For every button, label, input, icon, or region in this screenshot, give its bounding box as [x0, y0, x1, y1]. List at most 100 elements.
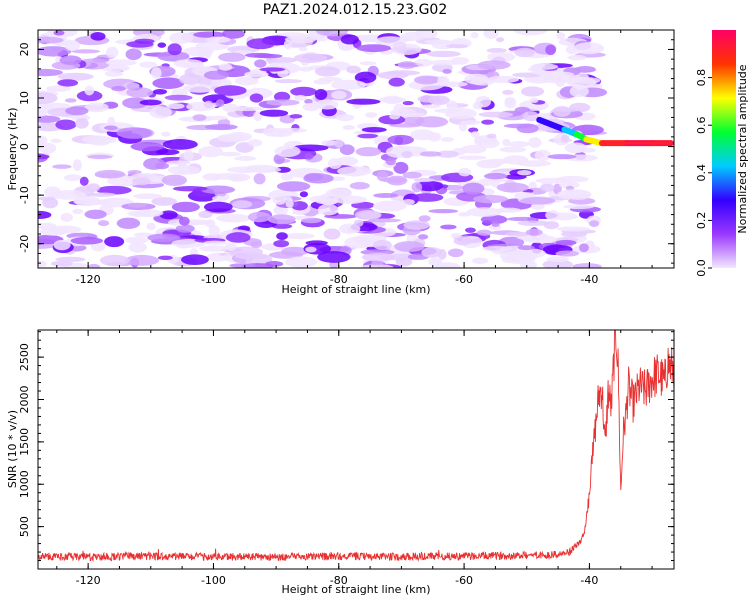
spectrogram-cell	[305, 246, 317, 253]
spectrogram-cell	[166, 103, 185, 110]
spectrogram-cell	[244, 71, 269, 78]
spectrogram-cell	[522, 111, 539, 122]
spectrogram-cell	[94, 169, 126, 179]
spectrogram-cell	[426, 50, 461, 58]
x-tick-label: -40	[580, 273, 598, 286]
spectrogram-cell	[51, 189, 87, 200]
spectrogram-cell	[546, 256, 570, 262]
spectrogram-cell	[273, 240, 290, 248]
spectrogram-cell	[371, 260, 384, 266]
spectrogram-cell	[589, 220, 600, 227]
spectrogram-cell	[403, 220, 430, 230]
spectrogram-cell	[267, 214, 296, 225]
spectrogram-cell	[446, 100, 458, 111]
spectrogram-cell	[203, 201, 233, 213]
spectrogram-cell	[276, 232, 288, 241]
spectrogram-cell	[298, 46, 308, 52]
spectrogram-cell	[222, 103, 239, 113]
spectrogram-cell	[38, 36, 64, 44]
spectrogram-cell	[556, 226, 590, 232]
snr-x-label: Height of straight line (km)	[281, 583, 430, 596]
spectrogram-cell	[246, 38, 275, 50]
spectrogram-cell	[560, 134, 570, 143]
spectrogram-cell	[105, 59, 137, 66]
spectrogram-cell	[301, 217, 322, 224]
spectrogram-cell	[53, 30, 65, 36]
spectrogram-cell	[386, 175, 408, 186]
spectrogram-cell	[104, 70, 124, 77]
spectrogram-cell	[133, 232, 154, 238]
spectrogram-cell	[402, 100, 414, 106]
spectrogram-cell	[513, 30, 548, 36]
spectrogram-cell	[38, 210, 52, 219]
spectrogram-cell	[273, 91, 291, 102]
spectrogram-cell	[578, 243, 589, 253]
spectrogram-cell	[421, 104, 441, 109]
spectrogram-cell	[466, 207, 502, 217]
spectrogram-cell	[125, 48, 142, 61]
spectrogram-cell	[415, 180, 444, 192]
spectrogram-cell	[415, 116, 449, 128]
spectrogram-cell	[38, 115, 61, 123]
spectrogram-cell	[38, 92, 58, 105]
spectrogram-cell	[64, 174, 82, 182]
spectrogram-cell	[146, 222, 156, 231]
spectrogram-cell	[400, 32, 425, 42]
spectrogram-cell	[445, 44, 469, 49]
y-tick-label: -10	[18, 186, 31, 204]
spectrogram-cell	[98, 220, 110, 227]
spectrogram-cell	[303, 173, 334, 184]
spectrogram-cell	[540, 183, 555, 192]
spectrogram-cell	[368, 218, 402, 223]
spectrogram-cell	[372, 239, 392, 250]
spectrogram-cell	[440, 224, 457, 230]
spectrogram-cell	[52, 164, 72, 169]
spectrogram-cell	[556, 32, 566, 40]
snr-series	[38, 330, 674, 562]
x-tick-label: -80	[330, 273, 348, 286]
spectrogram-cell	[182, 46, 214, 57]
spectrogram-cell	[219, 151, 242, 157]
spectrogram-cell	[476, 229, 492, 236]
spectrogram-cell	[553, 183, 562, 195]
spectrogram-cell	[499, 146, 527, 153]
spectrogram-cell	[64, 40, 80, 51]
spectrogram-cell	[84, 102, 109, 113]
spectrogram-y-label: Frequency (Hz)	[6, 108, 19, 191]
snr-frame	[37, 329, 675, 570]
spectrogram-cell	[53, 239, 71, 251]
spectrogram-cell	[38, 46, 72, 57]
spectrogram-panel: -120 -100 -80 -60 -40 20 10 0 -10 -20 Height of …	[6, 29, 675, 296]
spectrogram-cell	[535, 177, 570, 184]
spectrogram-cell	[401, 151, 413, 159]
spectrogram-cell	[247, 211, 271, 223]
spectrogram-cell	[86, 183, 101, 192]
spectrogram-cell	[215, 99, 225, 107]
spectrogram-cell	[90, 32, 106, 41]
spectrogram-cell	[281, 246, 309, 256]
spectrogram-cell	[480, 214, 508, 225]
spectrogram-cell	[339, 144, 355, 156]
x-tick-label: -40	[580, 574, 598, 587]
spectrogram-cell	[534, 149, 552, 161]
snr-line	[38, 330, 674, 562]
spectrogram-cell	[427, 132, 442, 142]
spectrogram-cell	[245, 52, 273, 58]
spectrogram-cell	[516, 160, 552, 167]
spectrogram-cell	[104, 125, 118, 131]
spectrogram-cell	[204, 123, 238, 131]
spectrogram-cell	[385, 157, 396, 166]
spectrogram-cell	[462, 120, 481, 125]
spectrogram-cell	[411, 181, 423, 193]
x-tick-label: -100	[201, 574, 226, 587]
spectrogram-cell	[104, 236, 125, 248]
spectrogram-cell	[159, 210, 178, 220]
y-tick-label: 1000	[18, 470, 31, 498]
spectrogram-cell	[358, 211, 381, 219]
spectrogram-cell	[472, 257, 489, 264]
spectrogram-cell	[376, 170, 388, 182]
spectrogram-cell	[183, 149, 194, 162]
spectrogram-cell	[304, 98, 313, 105]
spectrogram-cell	[70, 236, 104, 245]
spectrogram-cell	[59, 55, 82, 65]
